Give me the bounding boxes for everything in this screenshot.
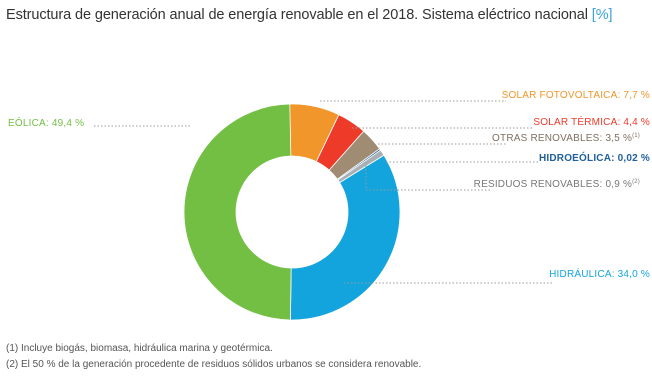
- slice-label: SOLAR FOTOVOLTAICA: 7,7 %: [502, 90, 650, 101]
- slice-eólica: [183, 103, 292, 321]
- slice-hidráulica: [290, 154, 401, 321]
- chart-title: Estructura de generación anual de energí…: [6, 7, 613, 23]
- slice-labels: EÓLICA: 49,4 % SOLAR FOTOVOLTAICA: 7,7 % S…: [8, 90, 650, 280]
- slice-label: HIDRÁULICA: 34,0 %: [549, 267, 650, 280]
- footnote-ref: (1): [632, 133, 640, 139]
- title-unit: [%]: [591, 7, 613, 23]
- slice-label: SOLAR TÉRMICA: 4,4 %: [533, 115, 650, 128]
- donut-slices: [183, 103, 401, 321]
- footnotes: (1) Incluye biogás, biomasa, hidráulica …: [6, 341, 421, 373]
- leader-line: [365, 162, 492, 191]
- footnote-1: (1) Incluye biogás, biomasa, hidráulica …: [6, 343, 273, 354]
- slice-label: RESIDUOS RENOVABLES: 0,9 %(2): [474, 179, 640, 190]
- footnote-2: (2) El 50 % de la generación procedente …: [6, 359, 422, 370]
- slice-label: OTRAS RENOVABLES: 3,5 %(1): [492, 133, 640, 144]
- slice-label: HIDROEÓLICA: 0,02 %: [539, 151, 650, 164]
- title-text: Estructura de generación anual de energí…: [6, 7, 588, 23]
- footnote-ref: (2): [632, 179, 640, 185]
- leader-lines: [94, 100, 552, 284]
- slice-label: EÓLICA: 49,4 %: [8, 116, 84, 129]
